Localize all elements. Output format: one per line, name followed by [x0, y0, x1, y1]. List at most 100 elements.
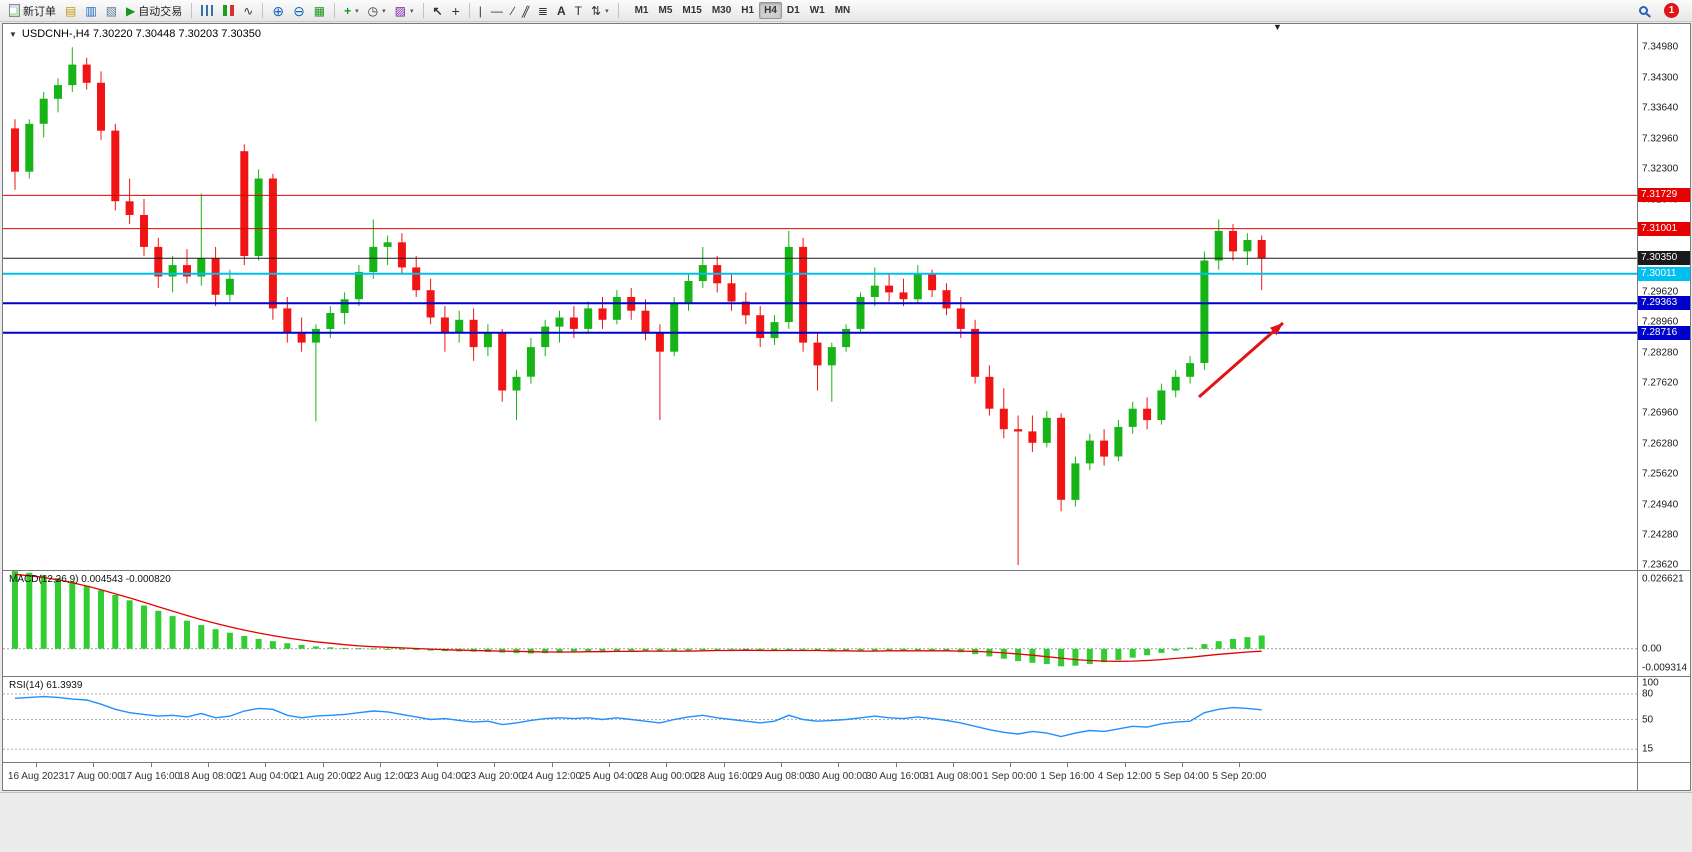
macd-axis-label: -0.009314	[1642, 662, 1688, 674]
time-label: 30 Aug 00:00	[808, 771, 868, 782]
crosshair-icon: +	[451, 2, 460, 19]
price-tag-7.28716[interactable]: 7.28716	[1638, 325, 1690, 340]
time-label: 28 Aug 00:00	[636, 771, 696, 782]
price-tag-7.31729[interactable]: 7.31729	[1638, 188, 1690, 203]
periods-button[interactable]: ◷ ▾	[364, 1, 390, 20]
time-label: 24 Aug 12:00	[522, 771, 582, 782]
arrows-button[interactable]: ⇅ ▾	[587, 1, 613, 20]
trendline-button[interactable]: ∕	[508, 1, 518, 20]
price-tick-label: 7.29620	[1642, 286, 1679, 297]
new-order-button[interactable]: 新订单	[5, 1, 60, 20]
price-tick-label: 7.27620	[1642, 377, 1679, 389]
timeframe-button-m5[interactable]: M5	[658, 5, 673, 16]
price-tick-label: 7.28280	[1642, 347, 1679, 359]
vertical-line-button[interactable]: |	[475, 1, 486, 20]
one-click-collapse-icon[interactable]: ▼	[9, 29, 17, 39]
rsi-panel[interactable]: RSI(14) 61.3939	[3, 677, 1638, 762]
price-axis[interactable]: 7.349807.343007.336407.329607.323007.316…	[1638, 24, 1690, 571]
time-tick	[150, 763, 152, 767]
rsi-axis-label: 80	[1642, 688, 1654, 700]
time-label: 23 Aug 04:00	[407, 771, 467, 782]
main-chart-plot[interactable]: ▼ USDCNH-,H4 7.30220 7.30448 7.30203 7.3…	[3, 24, 1638, 570]
time-label: 21 Aug 20:00	[293, 771, 352, 782]
chart-title-text: USDCNH-,H4 7.30220 7.30448 7.30203 7.303…	[21, 28, 262, 40]
timeframe-button-h1[interactable]: H1	[741, 5, 755, 16]
navigator-button[interactable]: ▧	[102, 1, 121, 20]
clock-icon: ◷	[367, 3, 379, 18]
text-button[interactable]: A	[553, 1, 570, 20]
zoom-out-button[interactable]: ⊖	[289, 1, 309, 20]
candlestick-button[interactable]	[219, 1, 238, 20]
price-tick-label: 7.23620	[1642, 559, 1679, 571]
search-button[interactable]	[1635, 1, 1652, 20]
text-label-button[interactable]: T	[571, 1, 586, 20]
indicators-button[interactable]: + ▾	[340, 1, 363, 20]
templates-button[interactable]: ▨ ▾	[391, 1, 418, 20]
crosshair-button[interactable]: +	[448, 1, 464, 20]
text-icon: A	[556, 3, 566, 18]
price-tick-label: 7.26280	[1642, 438, 1679, 450]
notification-badge[interactable]: 1	[1664, 3, 1679, 18]
timeframe-button-m15[interactable]: M15	[682, 5, 702, 16]
time-axis-corner	[1638, 763, 1690, 790]
autotrading-label: 自动交易	[138, 5, 183, 18]
toolbar-separator	[334, 3, 336, 18]
time-tick	[838, 763, 840, 767]
chart-ohlc-title: ▼ USDCNH-,H4 7.30220 7.30448 7.30203 7.3…	[9, 28, 261, 40]
line-chart-button[interactable]: ∿	[239, 1, 257, 20]
bar-chart-icon	[201, 5, 215, 16]
zoom-in-button[interactable]: ⊕	[268, 1, 288, 20]
macd-panel[interactable]: MACD(12,26,9) 0.004543 -0.000820	[3, 571, 1638, 676]
time-tick	[265, 763, 267, 767]
fibonacci-button[interactable]: ≣	[534, 1, 552, 20]
price-tick-label: 7.26960	[1642, 407, 1679, 419]
price-tick-label: 7.34980	[1642, 41, 1679, 53]
timeframe-button-d1[interactable]: D1	[786, 5, 800, 16]
market-watch-button[interactable]: ▤	[61, 1, 80, 20]
time-label: 5 Sep 04:00	[1155, 771, 1209, 782]
price-tag-7.31001[interactable]: 7.31001	[1638, 221, 1690, 236]
fibonacci-icon: ≣	[537, 3, 548, 18]
rsi-axis-label: 100	[1642, 677, 1659, 689]
cursor-button[interactable]: ↖	[429, 1, 447, 20]
tile-windows-button[interactable]: ▦	[310, 1, 329, 20]
horizontal-line-button[interactable]: —	[487, 1, 507, 20]
timeframe-button-m30[interactable]: M30	[711, 5, 732, 16]
data-window-button[interactable]: ▥	[81, 1, 100, 20]
time-label: 1 Sep 16:00	[1040, 771, 1095, 782]
time-tick	[609, 763, 610, 767]
chart-shift-marker-icon[interactable]: ▼	[1273, 24, 1282, 32]
time-tick	[666, 763, 668, 767]
time-tick	[895, 763, 897, 767]
bottom-panel	[0, 792, 1692, 852]
price-tag-7.29363[interactable]: 7.29363	[1638, 296, 1690, 311]
timeframe-button-w1[interactable]: W1	[809, 5, 825, 16]
timeframe-button-m1[interactable]: M1	[634, 5, 649, 16]
market-watch-icon: ▤	[65, 3, 77, 18]
bar-chart-button[interactable]	[197, 1, 218, 20]
price-tag-7.30011[interactable]: 7.30011	[1638, 266, 1690, 281]
cursor-icon: ↖	[432, 3, 443, 18]
rsi-chart	[3, 693, 1637, 750]
time-axis[interactable]: 16 Aug 2023 17 Aug 00:00 17 Aug 16:00 18 Au…	[3, 763, 1638, 790]
price-tick-label: 7.32960	[1642, 133, 1679, 145]
macd-axis: 0.026621 0.00 -0.009314	[1638, 571, 1690, 676]
toolbar-separator	[262, 3, 264, 18]
rsi-axis: 100 80 50 15	[1638, 677, 1690, 762]
autotrading-button[interactable]: ▶ 自动交易	[122, 1, 186, 20]
price-tag-7.30350[interactable]: 7.30350	[1638, 251, 1690, 266]
timeframe-toolbar: M1 M5 M15 M30 H1 H4 D1 W1 MN	[630, 2, 856, 19]
time-tick	[723, 763, 725, 767]
toolbar-separator	[617, 3, 619, 18]
macd-axis-label: 0.00	[1642, 643, 1662, 655]
chevron-down-icon: ▾	[382, 7, 386, 15]
time-tick	[36, 763, 37, 767]
price-tick-label: 7.24280	[1642, 529, 1679, 541]
channel-button[interactable]: ∥	[519, 1, 533, 20]
toolbar-separator	[191, 3, 193, 18]
trend-arrow-head	[1269, 323, 1283, 336]
trend-arrow[interactable]	[1198, 321, 1284, 399]
timeframe-button-mn[interactable]: MN	[834, 5, 851, 16]
timeframe-button-h4[interactable]: H4	[759, 2, 782, 19]
candlestick-chart	[3, 47, 1637, 565]
